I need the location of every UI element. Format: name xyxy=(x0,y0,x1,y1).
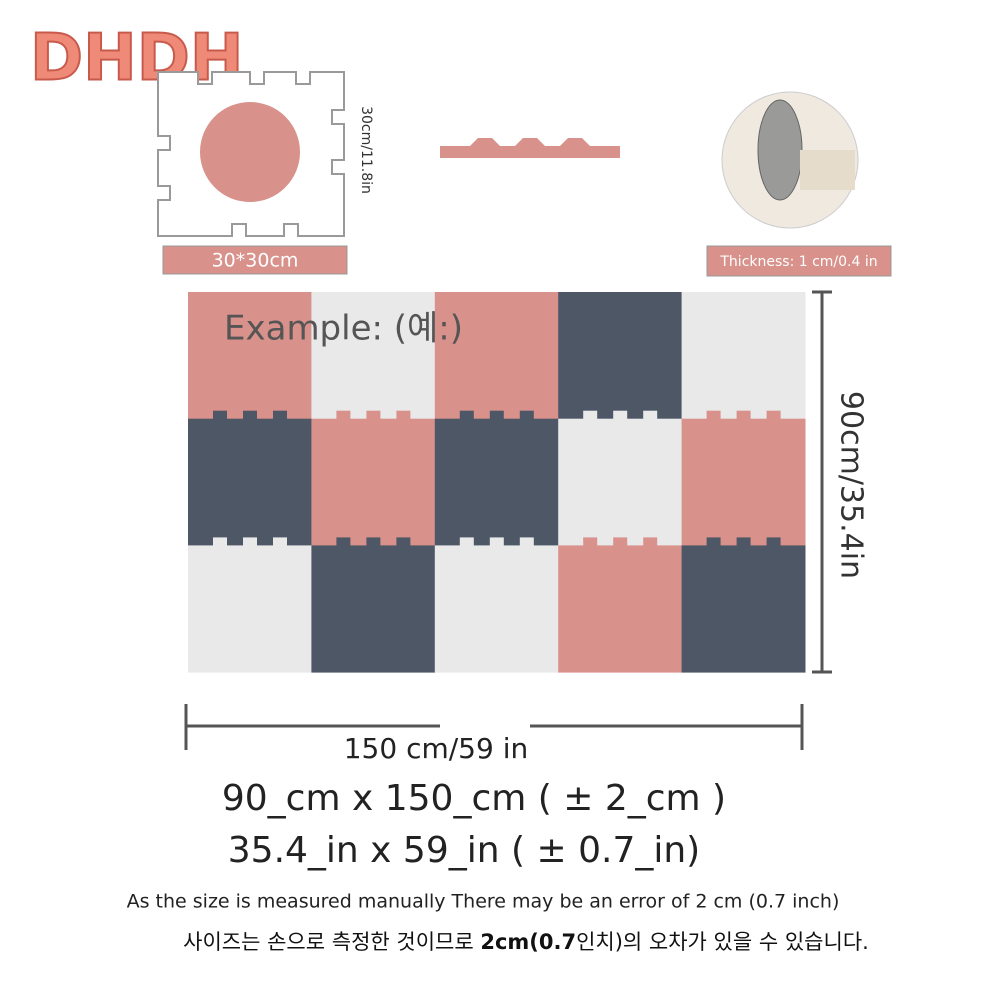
height-label: 90cm/35.4in xyxy=(834,391,869,579)
edge-strip xyxy=(440,138,620,158)
size-cm: 90_cm x 150_cm ( ± 2_cm ) xyxy=(222,778,726,819)
mat-tab xyxy=(519,537,534,550)
mat-tab xyxy=(643,410,658,423)
mat-tile xyxy=(188,292,312,420)
mat-tab xyxy=(396,410,411,423)
mat-tile xyxy=(311,418,436,546)
tile-circle xyxy=(200,102,300,202)
width-label: 150 cm/59 in xyxy=(344,732,529,765)
tile-side-label: 30cm/11.8in xyxy=(358,106,374,194)
size-in: 35.4_in x 59_in ( ± 0.7_in) xyxy=(228,830,700,871)
mat xyxy=(188,292,806,673)
mat-tab xyxy=(213,537,227,550)
mat-tab xyxy=(243,410,257,423)
mat-tile xyxy=(434,545,559,673)
mat-tile xyxy=(558,418,683,546)
label-bg xyxy=(832,370,866,600)
mat-tile xyxy=(681,292,806,420)
mat-tab xyxy=(396,537,411,550)
mat-tab xyxy=(736,410,751,423)
mat-tab xyxy=(519,410,534,423)
mat-tab xyxy=(736,537,751,550)
mat-tile xyxy=(558,292,683,420)
mat-tile xyxy=(558,545,683,673)
mat-tab xyxy=(213,410,227,423)
example-label: Example: (예:) xyxy=(224,309,463,349)
mat-tab xyxy=(459,537,474,550)
mat-tile xyxy=(188,418,312,546)
mat-tab xyxy=(336,537,351,550)
mat-tab xyxy=(489,537,504,550)
mat-edge xyxy=(800,150,855,190)
mat-tile xyxy=(311,545,436,673)
logo: DHDH xyxy=(30,22,243,96)
mat-tab xyxy=(706,410,721,423)
thickness-label: Thickness: 1 cm/0.4 in xyxy=(719,254,877,270)
mat-tab xyxy=(583,410,598,423)
mat-tab xyxy=(243,537,257,550)
mat-tab xyxy=(583,537,598,550)
mat-tab xyxy=(273,410,287,423)
mat-tab xyxy=(273,537,287,550)
mat-tab xyxy=(643,537,658,550)
mat-tile xyxy=(681,545,806,673)
mat-tab xyxy=(459,410,474,423)
mat-tile xyxy=(681,418,806,546)
tile-size-box xyxy=(162,245,348,275)
note-ko-bold: 2cm(0.7 xyxy=(480,930,576,954)
mat-tab xyxy=(706,537,721,550)
tile-size-label: 30*30cm xyxy=(212,250,299,272)
mat-tab xyxy=(613,410,628,423)
coin xyxy=(757,99,803,201)
width-dimension xyxy=(184,704,804,750)
thickness-box xyxy=(706,245,892,277)
note-ko-after: 인치)의 오차가 있을 수 있습니다. xyxy=(576,930,869,954)
mat-tile xyxy=(434,292,559,420)
note-ko: 사이즈는 손으로 측정한 것이므로 2cm(0.7인치)의 오차가 있을 수 있… xyxy=(183,930,869,954)
note-ko-before: 사이즈는 손으로 측정한 것이므로 xyxy=(183,930,480,954)
mat-tile xyxy=(434,418,559,546)
mat-tab xyxy=(766,537,781,550)
mat-tile xyxy=(311,292,436,420)
mat-tab xyxy=(766,410,781,423)
mat-tile xyxy=(188,545,312,673)
note-en: As the size is measured manually There m… xyxy=(127,891,840,913)
height-dimension xyxy=(812,290,832,674)
mat-tab xyxy=(489,410,504,423)
mat-tab xyxy=(336,410,351,423)
mat-tab xyxy=(613,537,628,550)
mat-tab xyxy=(366,537,381,550)
mat-tab xyxy=(366,410,381,423)
